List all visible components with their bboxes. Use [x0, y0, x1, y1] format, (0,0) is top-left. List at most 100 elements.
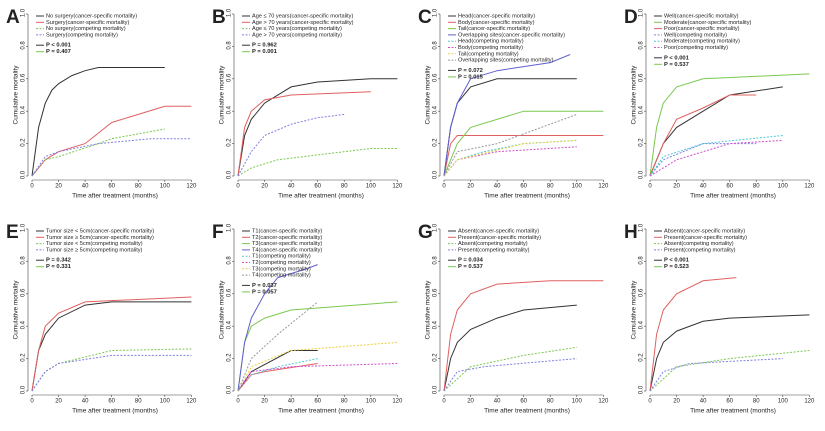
y-tick-label: 0.6: [639, 288, 645, 297]
y-axis-label: Cumulative mortality: [13, 280, 20, 340]
x-tick-label: 20: [673, 399, 680, 405]
y-axis-label: Cumulative mortality: [219, 280, 226, 340]
curve: [237, 148, 398, 177]
y-tick-label: 1.0: [433, 223, 439, 232]
legend-label: Overlapping sites(cancer-specific mortal…: [458, 32, 565, 38]
curve: [31, 128, 165, 177]
curve: [31, 138, 192, 177]
x-tick-label: 20: [467, 399, 474, 405]
y-tick-label: 0.8: [21, 41, 27, 50]
y-tick-label: 0.0: [21, 170, 27, 179]
legend-label: Age ≤ 70 years(cancer-specific mortality…: [252, 13, 353, 19]
curve: [237, 301, 398, 392]
y-tick-label: 0.4: [433, 105, 439, 114]
y-axis-label: Cumulative mortality: [425, 280, 432, 340]
legend-label: Present(competing mortality): [664, 247, 736, 253]
x-tick-label: 100: [160, 184, 171, 190]
legend-label: Body(competing mortality): [458, 45, 523, 51]
legend-label: Tumor size < 5cm(competing mortality): [46, 241, 143, 247]
x-tick-label: 40: [82, 399, 89, 405]
p-value: P = 0.034: [458, 258, 484, 264]
y-tick-label: 0.6: [433, 73, 439, 82]
y-tick-label: 0.4: [21, 320, 27, 329]
x-tick-label: 60: [726, 399, 733, 405]
legend-label: T3(cancer-specific mortality): [252, 241, 322, 247]
p-value: P < 0.001: [46, 43, 72, 49]
x-axis-label: Time after treatment (months): [484, 193, 570, 200]
legend-label: Tail(competing mortality): [458, 51, 519, 57]
x-tick-label: 60: [314, 184, 321, 190]
p-value: P = 0.407: [46, 49, 71, 55]
y-tick-label: 0.0: [21, 385, 27, 394]
y-tick-label: 1.0: [21, 8, 27, 17]
x-tick-label: 100: [366, 399, 377, 405]
y-tick-label: 0.2: [227, 138, 233, 147]
x-tick-label: 80: [341, 399, 348, 405]
p-value: P = 0.537: [458, 264, 483, 270]
y-tick-label: 0.8: [21, 256, 27, 265]
x-tick-label: 120: [392, 184, 403, 190]
y-axis-label: Cumulative mortality: [219, 65, 226, 125]
y-tick-label: 0.4: [227, 105, 233, 114]
y-tick-label: 0.0: [227, 385, 233, 394]
x-tick-label: 40: [700, 399, 707, 405]
y-tick-label: 0.2: [433, 138, 439, 147]
curve: [31, 105, 192, 177]
x-tick-label: 40: [700, 184, 707, 190]
x-tick-label: 60: [314, 399, 321, 405]
x-tick-label: 60: [520, 399, 527, 405]
legend-label: Surgery(competing mortality): [46, 32, 118, 38]
x-axis-label: Time after treatment (months): [278, 408, 364, 415]
x-tick-label: 100: [572, 184, 583, 190]
p-value: P = 0.962: [252, 43, 277, 49]
curve: [237, 350, 318, 392]
panel-label: D: [624, 7, 638, 28]
y-tick-label: 0.6: [21, 73, 27, 82]
y-axis-label: Cumulative mortality: [13, 65, 20, 125]
curve: [31, 67, 165, 177]
p-value: P = 0.342: [46, 258, 71, 264]
curve: [237, 113, 345, 177]
y-tick-label: 0.2: [21, 353, 27, 362]
legend-label: Head(competing mortality): [458, 39, 524, 45]
y-tick-label: 0.4: [227, 320, 233, 329]
legend-label: No surgery(competing mortality): [46, 26, 126, 32]
legend-label: Age ≤ 70 years(competing mortality): [252, 26, 342, 32]
y-axis-label: Cumulative mortality: [631, 65, 638, 125]
curve: [443, 110, 604, 177]
panel-label: E: [6, 222, 19, 243]
x-tick-label: 120: [186, 399, 197, 405]
legend-label: T1(cancer-specific mortality): [252, 228, 322, 234]
p-value: P < 0.001: [664, 258, 690, 264]
curve: [649, 143, 757, 177]
y-tick-label: 1.0: [433, 8, 439, 17]
y-axis-label: Cumulative mortality: [425, 65, 432, 125]
x-tick-label: 80: [341, 184, 348, 190]
y-tick-label: 0.4: [21, 105, 27, 114]
curve: [649, 277, 737, 392]
legend-label: Present(competing mortality): [458, 247, 530, 253]
legend-label: Poor(competing mortality): [664, 45, 728, 51]
x-tick-label: 20: [55, 184, 62, 190]
x-tick-label: 20: [55, 399, 62, 405]
x-tick-label: 20: [261, 184, 268, 190]
curve: [237, 363, 398, 392]
x-tick-label: 20: [673, 184, 680, 190]
x-tick-label: 60: [520, 184, 527, 190]
x-tick-label: 100: [160, 399, 171, 405]
legend-label: Present(cancer-specific mortality): [458, 235, 541, 241]
x-tick-label: 40: [494, 184, 501, 190]
y-tick-label: 1.0: [227, 8, 233, 17]
panel-label: A: [6, 7, 20, 28]
curve: [443, 54, 571, 177]
curve: [649, 94, 757, 177]
x-tick-label: 40: [494, 399, 501, 405]
legend-label: Surgery(cancer-specific mortality): [46, 20, 129, 26]
curve: [443, 358, 577, 392]
curve: [443, 139, 577, 177]
curve: [649, 73, 810, 177]
panel-label: C: [418, 7, 432, 28]
x-tick-label: 80: [135, 399, 142, 405]
y-tick-label: 0.8: [433, 41, 439, 50]
